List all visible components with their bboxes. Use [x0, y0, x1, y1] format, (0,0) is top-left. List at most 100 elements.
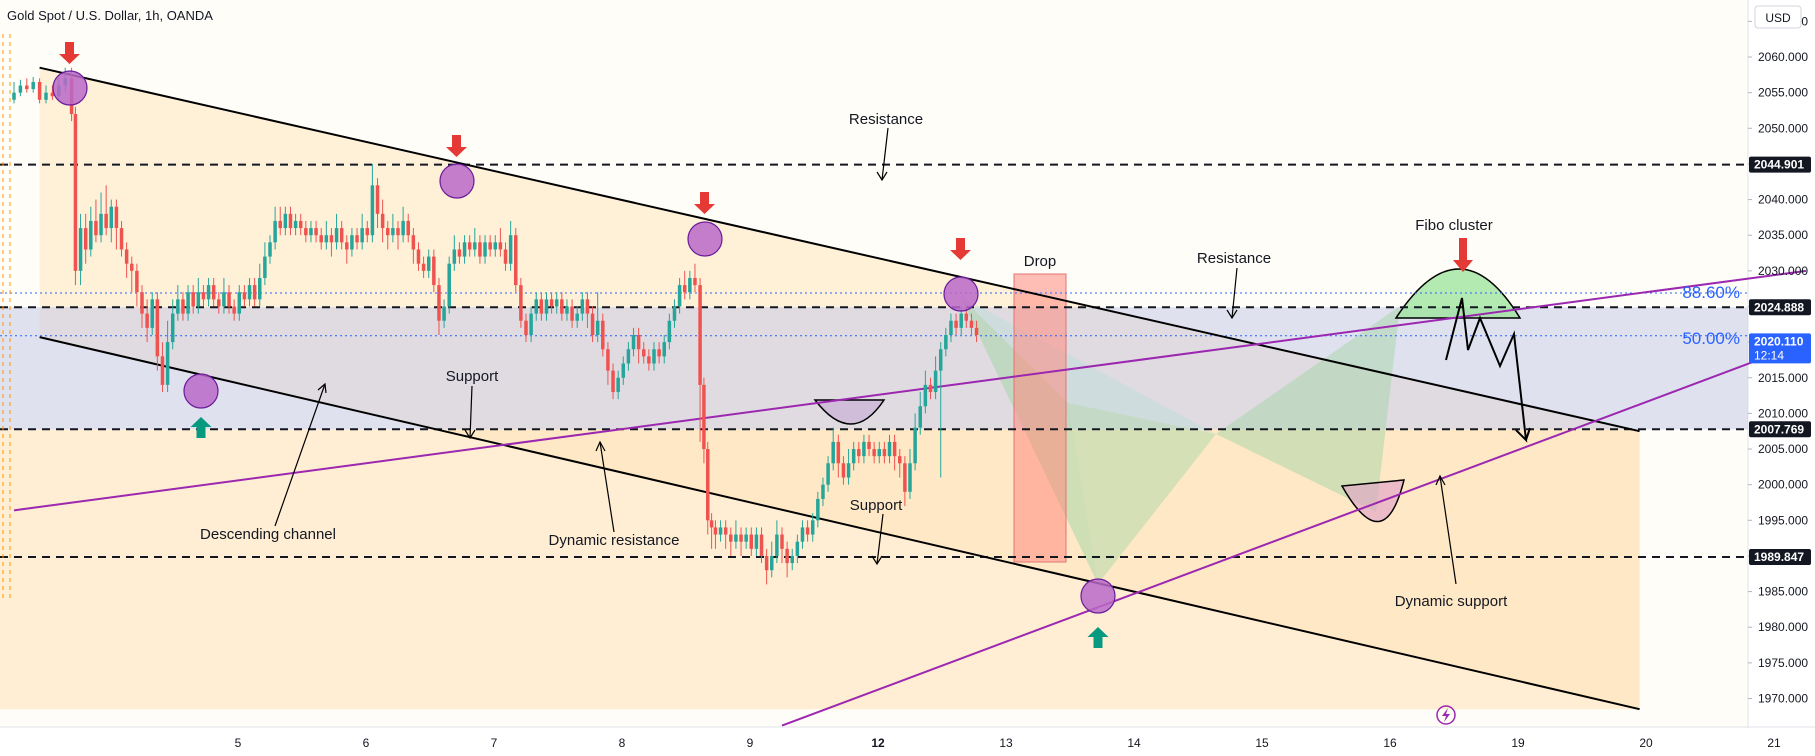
- candle-body: [314, 228, 318, 236]
- candle-body: [575, 313, 579, 321]
- currency-button[interactable]: USD: [1754, 5, 1802, 29]
- price-tick-label: 2015.000: [1758, 371, 1808, 385]
- drop-box: [1013, 273, 1067, 563]
- candle-body: [483, 242, 487, 257]
- levels-layer: [0, 34, 1748, 600]
- candle-body: [119, 228, 124, 250]
- candle: [974, 320, 979, 343]
- swing-marker: [439, 163, 475, 199]
- candle: [698, 277, 702, 442]
- candle: [135, 263, 139, 307]
- up-arrow-icon: [190, 417, 212, 438]
- candle: [729, 527, 733, 556]
- candle: [775, 520, 779, 564]
- candle: [498, 228, 503, 257]
- candle-body: [831, 441, 835, 464]
- candle-body: [677, 285, 682, 307]
- candle-body: [739, 534, 743, 542]
- candle: [416, 242, 421, 271]
- candle: [447, 256, 451, 314]
- candle-body: [775, 534, 779, 556]
- fibo-label: 88.60%: [1682, 283, 1740, 302]
- candle: [227, 285, 231, 314]
- candle-body: [252, 285, 257, 300]
- candle-body: [959, 313, 963, 328]
- candle: [938, 342, 943, 478]
- candle: [785, 541, 789, 578]
- pointer-arrowhead: [876, 171, 888, 182]
- price-label: 1989.847: [1754, 550, 1804, 564]
- candle-body: [647, 356, 651, 364]
- candle-body: [196, 292, 201, 307]
- candle-body: [145, 313, 149, 328]
- candle: [304, 220, 308, 243]
- candle: [764, 548, 769, 585]
- candle: [682, 270, 687, 300]
- candle-body: [298, 220, 303, 229]
- candle-body: [688, 277, 692, 293]
- candle-body: [370, 185, 375, 236]
- candle-body: [304, 228, 308, 236]
- candle: [851, 441, 856, 471]
- candle-body: [560, 299, 564, 314]
- candle-body: [606, 349, 610, 371]
- candle-body: [969, 320, 974, 328]
- candle: [519, 277, 523, 328]
- candle-body: [78, 228, 83, 271]
- candle-body: [734, 534, 738, 542]
- pointer-line: [274, 383, 326, 527]
- candle: [585, 292, 590, 328]
- annotation-label: Drop: [1024, 253, 1057, 270]
- candle: [570, 299, 574, 328]
- candle-body: [170, 313, 175, 343]
- candle-body: [437, 285, 441, 321]
- time-tick-label: 21: [1767, 736, 1781, 750]
- candle: [601, 313, 605, 357]
- candle: [176, 285, 180, 321]
- candle: [104, 185, 108, 236]
- price-tick-label: 2040.000: [1758, 193, 1808, 207]
- candle: [31, 76, 35, 93]
- candle-body: [375, 185, 380, 214]
- time-axis[interactable]: 5 6 7 8 9 12 13 14 15 16 19 20 21: [235, 736, 1781, 750]
- down-arrow-icon: [1453, 238, 1473, 272]
- candle-body: [580, 299, 585, 314]
- candle-body: [360, 228, 364, 243]
- candle: [247, 277, 252, 307]
- candle: [319, 228, 323, 250]
- candle-body: [729, 534, 733, 542]
- candle: [575, 306, 579, 328]
- candle-body: [160, 356, 165, 385]
- candle-body: [339, 228, 344, 243]
- candle-body: [851, 449, 856, 464]
- candle: [375, 178, 380, 229]
- candle-body: [944, 334, 948, 350]
- candle: [467, 235, 472, 257]
- harmonic-upper-wing: [1216, 306, 1400, 512]
- candle-body: [258, 277, 262, 300]
- candle: [503, 242, 508, 271]
- candle: [826, 456, 830, 492]
- candle-body: [191, 292, 195, 307]
- candle-body: [821, 484, 825, 499]
- candle: [693, 263, 697, 293]
- candle-body: [621, 363, 626, 378]
- price-tick-label: 1980.000: [1758, 620, 1808, 634]
- candle-body: [365, 228, 370, 236]
- candle: [334, 213, 339, 250]
- candle: [836, 434, 841, 478]
- candle-body: [206, 285, 211, 300]
- candle: [437, 277, 441, 335]
- candle-body: [50, 92, 55, 97]
- pointer-arrowhead: [1435, 474, 1446, 486]
- candle-body: [278, 220, 282, 229]
- lightning-icon[interactable]: [1436, 705, 1456, 725]
- candle-body: [918, 406, 922, 428]
- candle-body: [964, 313, 969, 321]
- price-tick-label: 2030.000: [1758, 264, 1808, 278]
- candle-body: [355, 235, 359, 243]
- currency-label: USD: [1765, 11, 1791, 25]
- candle-body: [140, 292, 144, 314]
